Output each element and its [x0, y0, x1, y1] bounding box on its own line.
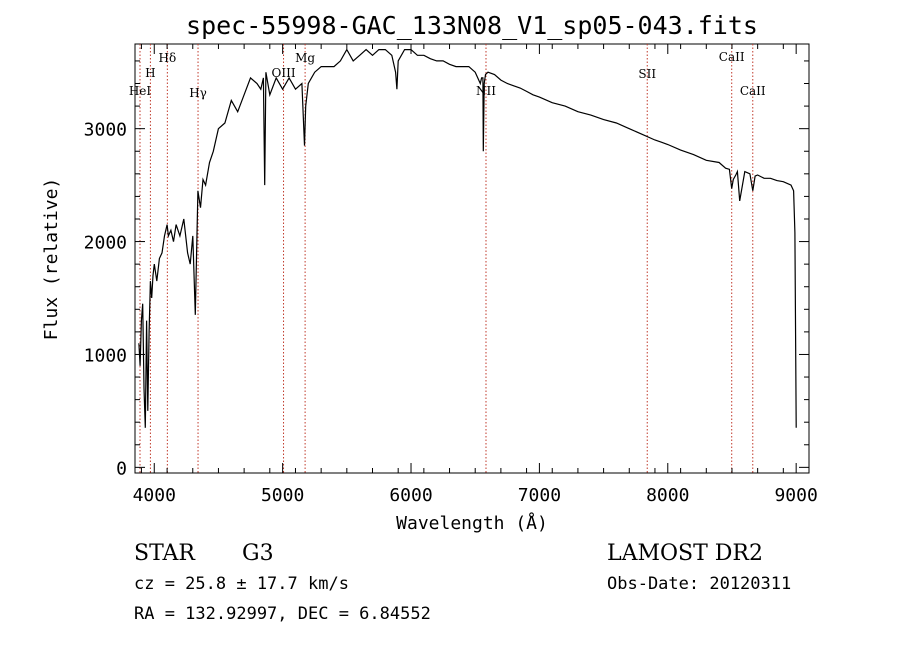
y-axis-label: Flux (relative) — [41, 178, 62, 341]
spectral-line-label: CaII — [740, 84, 766, 98]
y-tick-label: 1000 — [84, 345, 127, 366]
object-subclass: G3 — [242, 541, 274, 566]
x-tick-label: 8000 — [646, 485, 689, 506]
plot-frame — [134, 43, 810, 474]
x-axis-ticks: 4000 5000 6000 7000 8000 9000 — [133, 44, 818, 506]
y-tick-label: 3000 — [84, 120, 127, 141]
y-tick-label: 0 — [116, 458, 127, 479]
x-tick-label: 9000 — [774, 485, 817, 506]
spectral-line-label: NII — [476, 84, 496, 98]
survey-name: LAMOST DR2 — [607, 541, 763, 566]
spectral-line-label: Hγ — [189, 86, 207, 100]
spectral-line-label: H — [145, 66, 155, 80]
x-tick-label: 6000 — [389, 485, 432, 506]
spectral-line-label: HeI — [129, 84, 152, 98]
spectral-line-label: Mg — [295, 51, 315, 65]
spectral-line-label: OIII — [272, 66, 296, 80]
spectral-line-label: Hδ — [159, 51, 177, 65]
chart-title: spec-55998-GAC_133N08_V1_sp05-043.fits — [186, 11, 758, 40]
object-class: STAR — [134, 541, 196, 566]
x-tick-label: 7000 — [518, 485, 561, 506]
x-axis-label: Wavelength (Å) — [396, 512, 548, 534]
y-axis-ticks: 0 1000 2000 3000 — [84, 60, 809, 479]
x-tick-label: 4000 — [133, 485, 176, 506]
spectral-line-label: SII — [638, 67, 656, 81]
spectral-line-label: CaII — [719, 50, 745, 64]
x-tick-label: 5000 — [261, 485, 304, 506]
spectrum-line — [138, 48, 797, 428]
obs-date-text: Obs-Date: 20120311 — [607, 574, 791, 594]
radec-text: RA = 132.92997, DEC = 6.84552 — [134, 604, 431, 624]
redshift-text: cz = 25.8 ± 17.7 km/s — [134, 574, 349, 594]
y-tick-label: 2000 — [84, 233, 127, 254]
